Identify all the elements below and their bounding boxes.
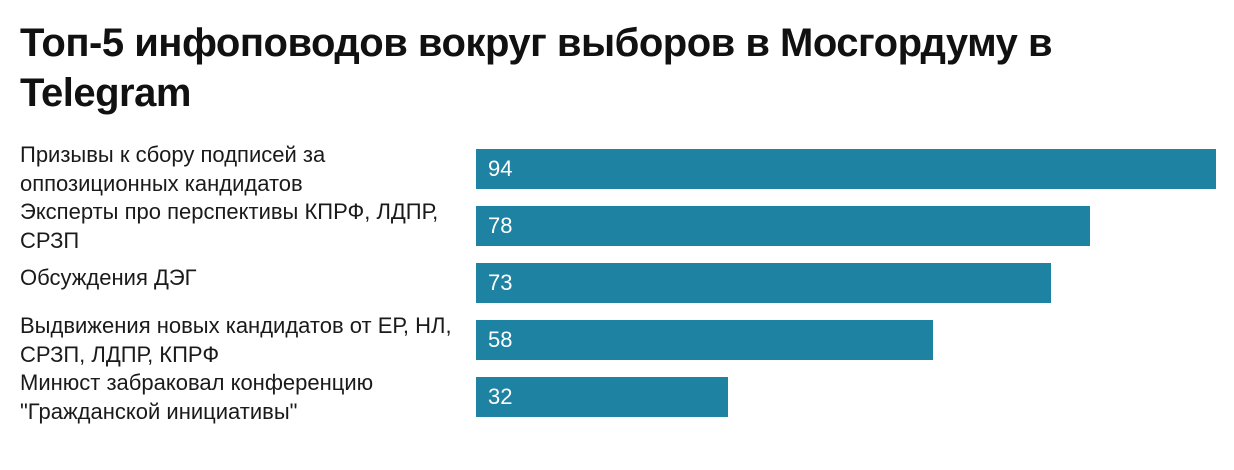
category-label: Обсуждения ДЭГ <box>20 265 197 290</box>
bar-value-label: 73 <box>488 270 513 295</box>
chart-row: Обсуждения ДЭГ 73 <box>0 260 1234 316</box>
bar: 32 <box>476 377 728 417</box>
bar-value-label: 78 <box>488 213 513 238</box>
chart-row: Выдвижения новых кандидатов от ЕР, НЛ, С… <box>0 313 1234 373</box>
bar: 78 <box>476 206 1090 246</box>
chart-row: Минюст забраковал конференцию "Гражданск… <box>0 370 1234 430</box>
bar: 73 <box>476 263 1051 303</box>
bar-value-label: 32 <box>488 384 513 409</box>
bar-value-label: 94 <box>488 156 513 181</box>
bar-value-label: 58 <box>488 327 513 352</box>
chart-row: Призывы к сбору подписей за оппозиционны… <box>0 142 1234 202</box>
bar: 58 <box>476 320 933 360</box>
category-label: Эксперты про перспективы КПРФ, ЛДПР, СРЗ… <box>20 199 439 253</box>
category-label: Минюст забраковал конференцию "Гражданск… <box>20 370 374 424</box>
category-label: Призывы к сбору подписей за оппозиционны… <box>20 142 326 196</box>
chart-title: Топ-5 инфоповодов вокруг выборов в Мосго… <box>20 21 1053 115</box>
bar: 94 <box>476 149 1216 189</box>
chart-row: Эксперты про перспективы КПРФ, ЛДПР, СРЗ… <box>0 199 1234 259</box>
category-label: Выдвижения новых кандидатов от ЕР, НЛ, С… <box>20 313 452 367</box>
